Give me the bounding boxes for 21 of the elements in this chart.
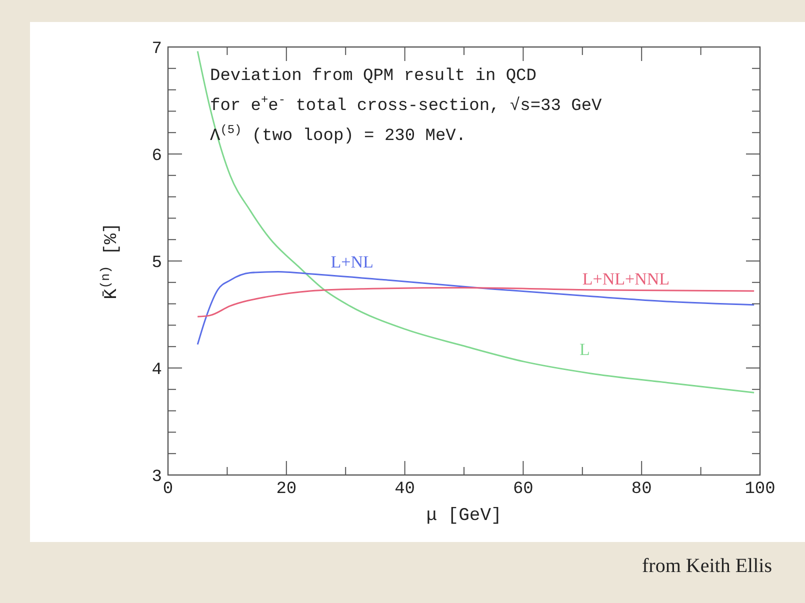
annotation: Deviation from QPM result in QCD <box>210 67 536 86</box>
y-tick-label: 4 <box>152 361 162 380</box>
x-tick-label: 40 <box>394 480 416 499</box>
line-series <box>196 287 755 318</box>
y-tick-label: 7 <box>152 40 162 59</box>
x-tick-label: 20 <box>276 480 297 499</box>
series-label: L+NL+NNL <box>582 270 670 289</box>
line-series <box>196 270 755 346</box>
series-label: L <box>579 340 590 360</box>
x-axis-title: μ [GeV] <box>426 506 502 526</box>
y-tick-label: 6 <box>152 147 162 166</box>
x-tick-label: 0 <box>162 480 174 499</box>
x-tick-label: 80 <box>631 480 652 499</box>
y-tick-label: 3 <box>152 468 162 487</box>
annotation: for e$^{+}$e$^{-}$ total cross-section, √s=33 GeV <box>210 93 603 116</box>
y-tick-label: 5 <box>152 254 162 273</box>
x-tick-label: 100 <box>744 480 776 499</box>
series-label: L+NL <box>330 252 374 272</box>
x-tick-label: 60 <box>512 480 534 499</box>
line-series <box>196 50 755 394</box>
text: from Keith Ellis <box>642 555 772 577</box>
